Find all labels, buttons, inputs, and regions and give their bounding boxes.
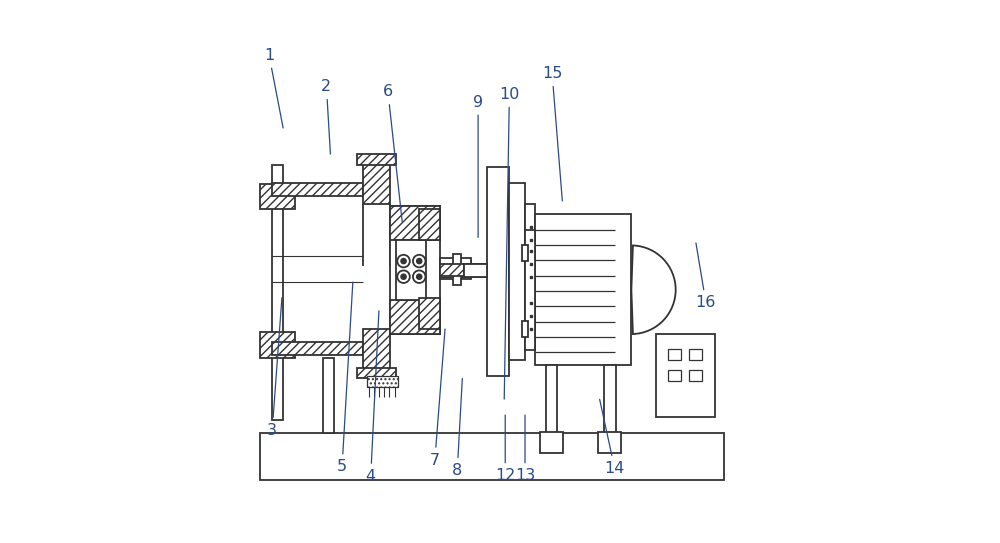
Bar bbox=[260, 433, 724, 480]
Bar bbox=[357, 368, 396, 378]
Bar bbox=[509, 264, 519, 277]
Bar bbox=[390, 300, 440, 334]
Bar bbox=[419, 209, 440, 240]
Text: 8: 8 bbox=[452, 378, 462, 478]
Bar bbox=[656, 334, 715, 418]
Bar bbox=[487, 167, 509, 376]
Circle shape bbox=[397, 255, 410, 267]
Text: 2: 2 bbox=[321, 79, 331, 154]
Bar bbox=[363, 162, 390, 204]
Bar bbox=[440, 258, 471, 279]
Bar bbox=[440, 261, 471, 277]
Text: 7: 7 bbox=[430, 329, 445, 468]
Bar bbox=[535, 214, 631, 365]
Circle shape bbox=[417, 274, 422, 279]
Bar bbox=[604, 365, 616, 433]
Text: 6: 6 bbox=[383, 84, 402, 222]
Bar bbox=[668, 349, 681, 360]
Bar bbox=[357, 154, 396, 165]
Circle shape bbox=[417, 258, 422, 264]
Bar bbox=[546, 365, 557, 433]
Bar bbox=[522, 321, 528, 337]
Text: 15: 15 bbox=[542, 66, 562, 201]
Bar bbox=[689, 349, 702, 360]
Bar bbox=[363, 329, 390, 370]
Text: 16: 16 bbox=[696, 243, 716, 310]
Bar bbox=[367, 376, 398, 387]
Bar bbox=[464, 264, 490, 277]
Bar bbox=[668, 369, 681, 381]
Bar bbox=[689, 369, 702, 381]
Text: 12: 12 bbox=[495, 415, 515, 483]
Text: 9: 9 bbox=[473, 94, 483, 237]
Bar bbox=[525, 204, 535, 339]
Text: 4: 4 bbox=[366, 311, 379, 484]
Bar bbox=[396, 240, 426, 300]
Bar bbox=[419, 298, 440, 329]
Circle shape bbox=[413, 270, 425, 283]
Text: 3: 3 bbox=[267, 298, 282, 438]
Text: 14: 14 bbox=[600, 399, 625, 476]
Bar bbox=[260, 332, 295, 357]
Bar bbox=[540, 432, 563, 453]
Bar bbox=[272, 165, 283, 420]
Bar bbox=[598, 432, 621, 453]
Bar bbox=[509, 183, 525, 360]
Bar bbox=[260, 184, 295, 209]
Circle shape bbox=[413, 255, 425, 267]
Bar bbox=[390, 206, 440, 240]
Text: 10: 10 bbox=[499, 87, 520, 399]
Bar bbox=[464, 264, 487, 277]
Circle shape bbox=[401, 274, 406, 279]
Bar bbox=[440, 264, 468, 277]
Bar bbox=[323, 357, 334, 433]
Bar bbox=[390, 206, 440, 334]
Circle shape bbox=[397, 270, 410, 283]
Bar bbox=[272, 342, 363, 355]
Bar bbox=[440, 264, 484, 276]
Circle shape bbox=[401, 258, 406, 264]
Text: 13: 13 bbox=[515, 415, 535, 483]
Bar bbox=[525, 230, 535, 350]
Text: 1: 1 bbox=[264, 48, 283, 128]
Bar bbox=[453, 254, 461, 285]
Wedge shape bbox=[631, 245, 676, 334]
Bar bbox=[522, 245, 528, 261]
Bar bbox=[272, 183, 363, 196]
Text: 5: 5 bbox=[337, 282, 353, 475]
